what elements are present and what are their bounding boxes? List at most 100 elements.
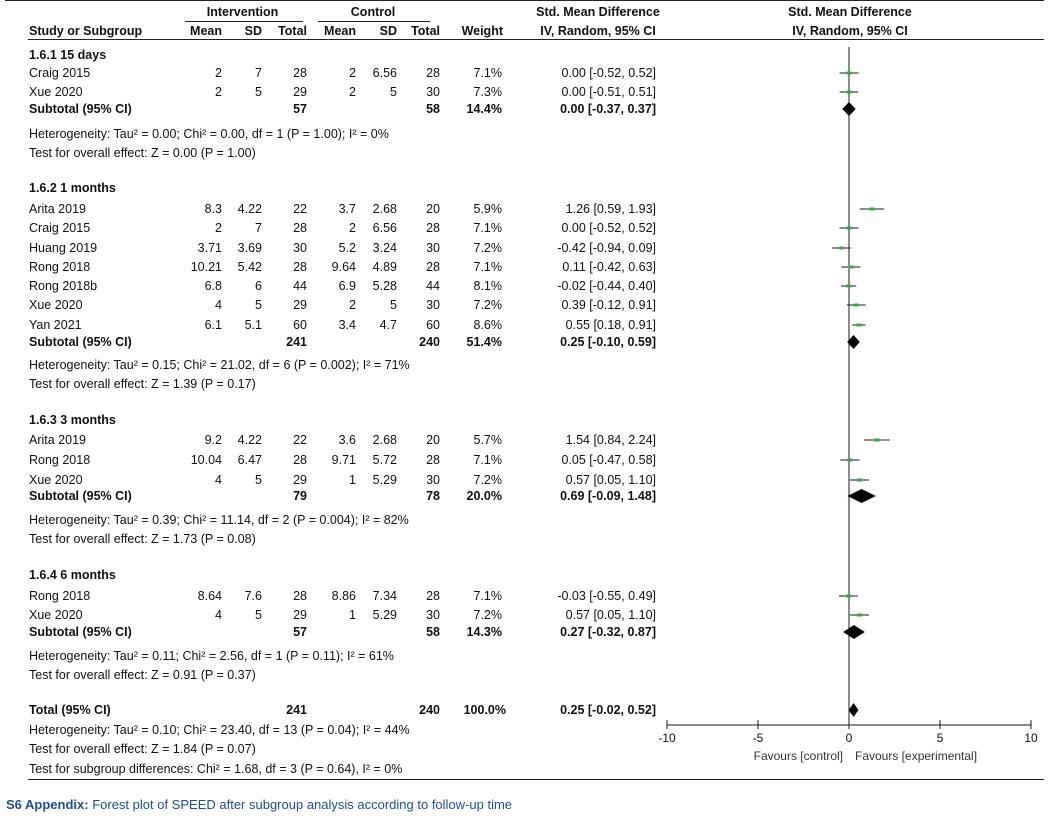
study-total-i: 28	[293, 453, 307, 467]
study-total-c: 28	[426, 453, 440, 467]
study-weight: 7.2%	[473, 473, 503, 487]
header-weight: Weight	[461, 24, 503, 38]
study-total-c: 28	[426, 221, 440, 235]
study-mean-i: 4	[215, 298, 222, 312]
study-ci: 0.57 [0.05, 1.10]	[565, 608, 656, 622]
study-point	[845, 594, 851, 598]
study-mean-c: 2	[349, 85, 356, 99]
study-point	[874, 438, 880, 442]
study-mean-i: 8.3	[204, 202, 222, 216]
study-point	[856, 613, 862, 617]
study-ci: 1.54 [0.84, 2.24]	[565, 433, 656, 447]
subtotal-total-i: 241	[286, 335, 307, 349]
study-mean-c: 5.2	[338, 241, 356, 255]
study-weight: 7.2%	[473, 608, 503, 622]
subgroup-title: 1.6.2 1 months	[29, 181, 116, 195]
study-sd-c: 5.28	[372, 279, 397, 293]
study-total-i: 29	[293, 298, 307, 312]
study-ci: 0.00 [-0.52, 0.52]	[561, 66, 656, 80]
study-total-c: 44	[426, 279, 440, 293]
total-total-c: 240	[419, 703, 440, 717]
study-weight: 7.1%	[473, 221, 503, 235]
subtotal-diamond	[842, 102, 856, 116]
study-total-i: 44	[293, 279, 307, 293]
subtotal-ci: 0.00 [-0.37, 0.37]	[560, 102, 656, 116]
subtotal-weight: 51.4%	[466, 335, 502, 349]
study-weight: 7.3%	[473, 85, 503, 99]
study-mean-c: 1	[349, 608, 356, 622]
study-weight: 7.1%	[473, 589, 503, 603]
subgroup-title: 1.6.1 15 days	[29, 48, 107, 62]
study-sd-i: 6.47	[237, 453, 262, 467]
study-mean-i: 6.1	[204, 318, 222, 332]
study-total-i: 30	[293, 241, 307, 255]
total-total-i: 241	[286, 703, 307, 717]
header-rule	[28, 39, 1044, 40]
study-name: Xue 2020	[29, 473, 83, 487]
study-weight: 8.1%	[473, 279, 503, 293]
study-point	[856, 478, 862, 482]
study-total-c: 30	[426, 241, 440, 255]
subtotal-total-i: 57	[293, 102, 307, 116]
subtotal-total-c: 58	[426, 102, 440, 116]
study-name: Rong 2018	[29, 260, 91, 274]
study-sd-i: 5.1	[244, 318, 262, 332]
subtotal-label: Subtotal (95% CI)	[29, 102, 132, 116]
study-name: Rong 2018	[29, 453, 91, 467]
study-total-c: 28	[426, 66, 440, 80]
study-name: Yan 2021	[29, 318, 82, 332]
x-tick-label: 5	[937, 731, 944, 745]
heterogeneity-text: Heterogeneity: Tau² = 0.11; Chi² = 2.56,…	[29, 649, 394, 663]
study-ci: 0.55 [0.18, 0.91]	[565, 318, 656, 332]
study-name: Craig 2015	[29, 221, 91, 235]
study-mean-c: 8.86	[331, 589, 356, 603]
subtotal-weight: 14.3%	[466, 625, 502, 639]
study-point	[869, 207, 875, 211]
total-diamond	[848, 703, 859, 717]
study-mean-i: 8.64	[197, 589, 222, 603]
header-sd-c: SD	[379, 24, 397, 38]
study-ci: 1.26 [0.59, 1.93]	[565, 202, 656, 216]
study-mean-c: 2	[349, 66, 356, 80]
study-total-c: 28	[426, 260, 440, 274]
study-total-c: 20	[426, 202, 440, 216]
study-sd-i: 4.22	[237, 433, 262, 447]
study-name: Xue 2020	[29, 298, 83, 312]
header-sd-i: SD	[244, 24, 262, 38]
study-name: Xue 2020	[29, 85, 83, 99]
study-sd-i: 5	[255, 298, 262, 312]
favours-control-label: Favours [control]	[754, 749, 843, 763]
subtotal-total-c: 58	[426, 625, 440, 639]
subgroup-title: 1.6.3 3 months	[29, 413, 116, 427]
study-point	[846, 90, 852, 94]
header-study: Study or Subgroup	[29, 24, 143, 38]
x-tick-label: -10	[658, 731, 676, 745]
study-ci: 0.00 [-0.51, 0.51]	[561, 85, 656, 99]
subtotal-ci: 0.25 [-0.10, 0.59]	[560, 335, 656, 349]
top-rule	[5, 0, 1044, 1]
subgroup-title: 1.6.4 6 months	[29, 568, 116, 582]
study-sd-c: 2.68	[372, 433, 397, 447]
study-mean-i: 6.8	[204, 279, 222, 293]
study-point	[853, 303, 859, 307]
overall-effect-text: Test for overall effect: Z = 0.00 (P = 1…	[29, 146, 256, 160]
study-total-i: 28	[293, 589, 307, 603]
caption-label: S6 Appendix:	[6, 797, 89, 812]
study-mean-c: 3.6	[338, 433, 356, 447]
favours-experimental-label: Favours [experimental]	[855, 749, 977, 763]
subgroup-differences: Test for subgroup differences: Chi² = 1.…	[29, 762, 403, 776]
study-name: Rong 2018b	[29, 279, 98, 293]
study-mean-i: 9.2	[204, 433, 222, 447]
heterogeneity-text: Heterogeneity: Tau² = 0.15; Chi² = 21.02…	[29, 358, 410, 372]
x-tick-label: 0	[846, 731, 853, 745]
study-name: Huang 2019	[29, 241, 98, 255]
study-sd-i: 5	[255, 608, 262, 622]
subtotal-weight: 14.4%	[466, 102, 502, 116]
study-mean-i: 2	[215, 85, 222, 99]
study-sd-i: 5	[255, 473, 262, 487]
study-sd-i: 5	[255, 85, 262, 99]
study-total-i: 29	[293, 473, 307, 487]
study-total-i: 29	[293, 608, 307, 622]
total-ci: 0.25 [-0.02, 0.52]	[560, 703, 656, 717]
study-sd-i: 5.42	[237, 260, 262, 274]
